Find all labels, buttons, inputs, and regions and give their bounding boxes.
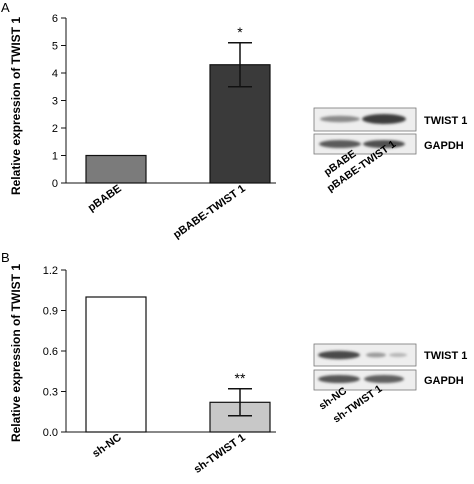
category-label: pBABE-TWIST 1	[171, 183, 247, 242]
blot-protein-label: GAPDH	[424, 140, 464, 152]
blot-band	[318, 375, 360, 383]
y-tick-label: 0.0	[43, 427, 58, 439]
blot-band	[389, 353, 407, 357]
y-tick-label: 4	[52, 68, 58, 80]
blot-band	[362, 114, 406, 124]
blot-band	[320, 115, 360, 123]
western-blot: TWIST 1 GAPDH pBABE pBABE-TWIST 1	[313, 107, 467, 194]
significance-marker: *	[237, 24, 243, 40]
y-tick-label: 0.3	[43, 387, 58, 399]
panel-letter: B	[1, 250, 10, 265]
y-tick-label: 6	[52, 13, 58, 25]
blot-protein-label: TWIST 1	[424, 350, 467, 362]
y-tick-label: 3	[52, 96, 58, 108]
panel-letter: A	[1, 0, 10, 15]
blot-band	[319, 140, 361, 148]
western-blot: TWIST 1 GAPDH sh-NC sh-TWIST 1	[313, 343, 467, 425]
y-tick-label: 0	[52, 178, 58, 190]
y-tick-label: 2	[52, 123, 58, 135]
category-label: sh-NC	[90, 432, 123, 460]
y-tick-label: 0.9	[43, 306, 58, 318]
blot-band	[366, 352, 386, 358]
blot-band	[363, 140, 405, 148]
y-tick-label: 1.2	[43, 265, 58, 277]
panel-a: A Relative expression of TWIST 1 0 1 2 3 4 5 6…	[1, 0, 467, 241]
panel-b: B Relative expression of TWIST 1 0.0 0.3 0…	[1, 250, 467, 476]
category-label: sh-TWIST 1	[192, 432, 248, 476]
significance-marker: **	[235, 370, 246, 386]
blot-strip	[313, 343, 417, 367]
bar	[85, 154, 147, 184]
bar	[85, 296, 147, 433]
blot-band	[364, 375, 404, 383]
y-tick-label: 5	[52, 41, 58, 53]
y-tick-label: 1	[52, 151, 58, 163]
blot-protein-label: GAPDH	[424, 375, 464, 387]
blot-protein-label: TWIST 1	[424, 115, 467, 127]
y-tick-label: 0.6	[43, 346, 58, 358]
category-label: pBABE	[86, 183, 124, 215]
blot-band	[318, 350, 360, 360]
y-axis-title: Relative expression of TWIST 1	[9, 17, 23, 195]
y-axis-title: Relative expression of TWIST 1	[9, 264, 23, 442]
